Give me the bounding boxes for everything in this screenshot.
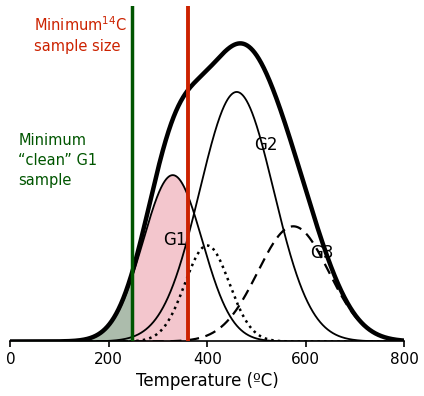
Text: Minimum$^{14}$C
sample size: Minimum$^{14}$C sample size: [34, 15, 127, 54]
Text: Minimum
“clean” G1
sample: Minimum “clean” G1 sample: [18, 133, 98, 188]
X-axis label: Temperature (ºC): Temperature (ºC): [136, 373, 279, 390]
Text: G1: G1: [163, 232, 187, 249]
Text: G3: G3: [310, 244, 334, 262]
Text: G2: G2: [254, 135, 277, 154]
